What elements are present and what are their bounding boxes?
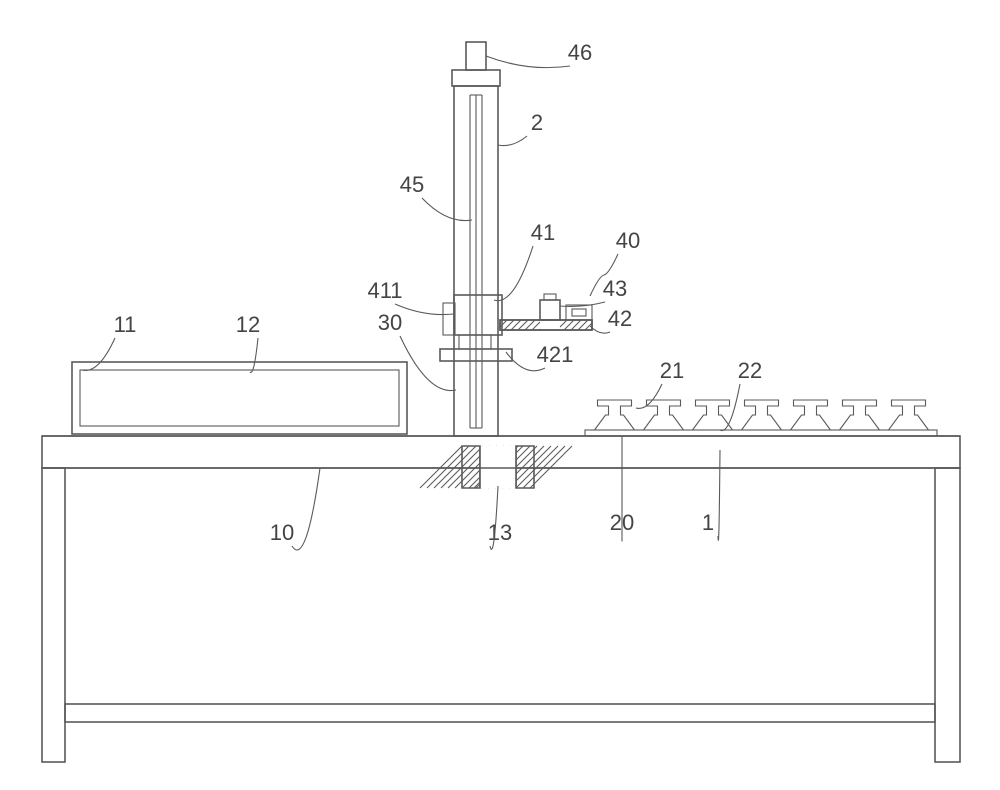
left-box-outer — [72, 362, 407, 434]
leader-10 — [292, 468, 320, 550]
block-411 — [454, 295, 502, 335]
nub-43 — [540, 300, 560, 320]
top-cap-stem — [466, 42, 486, 70]
label-12: 12 — [236, 312, 260, 337]
leader-22 — [720, 384, 740, 431]
table-leg-right — [935, 468, 960, 762]
label-2: 2 — [531, 110, 543, 135]
label-45: 45 — [400, 172, 424, 197]
leader-411 — [395, 304, 454, 315]
label-11: 11 — [114, 312, 137, 337]
label-421: 421 — [537, 342, 574, 367]
arm-42 — [500, 320, 592, 330]
top-cap-plate — [452, 70, 500, 86]
leader-2 — [498, 136, 527, 146]
labels: 462454140411434230421111221221013201 — [82, 40, 762, 550]
label-13: 13 — [488, 520, 512, 545]
label-41: 41 — [531, 220, 555, 245]
label-21: 21 — [660, 358, 684, 383]
label-10: 10 — [270, 520, 294, 545]
table-leg-left — [42, 468, 65, 762]
label-411: 411 — [367, 278, 402, 303]
label-42: 42 — [608, 306, 632, 331]
leader-30 — [400, 336, 456, 391]
leader-46 — [486, 56, 570, 68]
diagram-canvas: 462454140411434230421111221221013201 — [0, 0, 1000, 790]
leader-45 — [422, 198, 472, 221]
leader-21 — [636, 384, 662, 408]
label-40: 40 — [616, 228, 640, 253]
leader-1 — [718, 450, 720, 540]
label-46: 46 — [568, 40, 592, 65]
left-box-inner — [80, 370, 399, 426]
table-crossbar — [65, 704, 935, 722]
label-22: 22 — [738, 358, 762, 383]
leader-12 — [250, 338, 258, 372]
label-30: 30 — [378, 310, 402, 335]
label-1: 1 — [702, 510, 714, 535]
track-base — [585, 430, 937, 436]
leader-11 — [82, 338, 115, 370]
label-43: 43 — [603, 276, 627, 301]
leader-43 — [560, 302, 605, 306]
leader-41 — [494, 246, 533, 301]
